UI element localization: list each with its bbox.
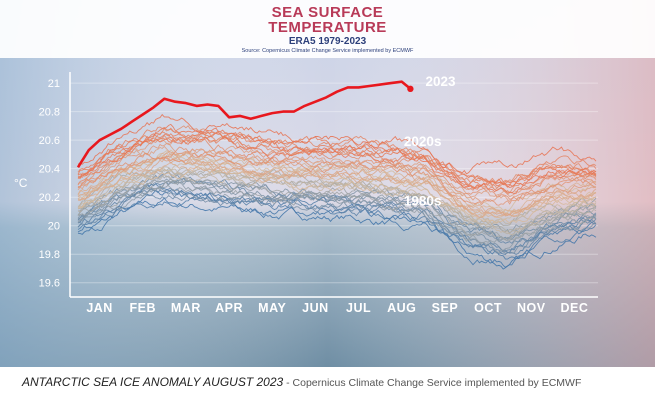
chart-title-line2: TEMPERATURE xyxy=(268,19,387,36)
historical-year-line xyxy=(77,166,597,224)
x-tick-label: JUN xyxy=(302,301,329,315)
y-tick-label: 20.4 xyxy=(39,164,60,176)
y-axis-label: °C xyxy=(14,176,28,190)
x-tick-label: FEB xyxy=(130,301,157,315)
caption-title: ANTARCTIC SEA ICE ANOMALY AUGUST 2023 xyxy=(22,375,284,389)
annotation-2020s: 2020s xyxy=(404,134,442,149)
historical-year-line xyxy=(77,179,597,253)
annotation-2023: 2023 xyxy=(425,74,456,89)
figure-caption: ANTARCTIC SEA ICE ANOMALY AUGUST 2023 - … xyxy=(22,375,652,389)
x-tick-label: APR xyxy=(215,301,243,315)
x-tick-label: AUG xyxy=(387,301,416,315)
historical-year-line xyxy=(77,138,597,204)
historical-year-line xyxy=(77,179,597,244)
historical-year-line xyxy=(77,153,597,212)
y-tick-label: 20.6 xyxy=(39,135,60,147)
historical-year-line xyxy=(77,162,597,224)
y-tick-label: 21 xyxy=(48,78,60,90)
historical-year-line xyxy=(77,187,597,256)
historical-year-line xyxy=(77,123,597,190)
historical-year-line xyxy=(77,192,597,260)
historical-year-line xyxy=(77,174,597,241)
historical-year-line xyxy=(77,150,597,206)
historical-year-line xyxy=(77,146,596,202)
x-tick-label: SEP xyxy=(432,301,459,315)
historical-year-line xyxy=(77,113,597,175)
y-tick-label: 19.8 xyxy=(39,249,60,261)
y-tick-label: 20.8 xyxy=(39,107,60,119)
chart-title-line1: SEA SURFACE xyxy=(271,4,384,21)
historical-year-line xyxy=(77,156,597,219)
historical-year-line xyxy=(77,131,597,187)
y-tick-label: 19.6 xyxy=(39,278,60,290)
x-tick-label: JUL xyxy=(346,301,371,315)
plot-area: 19.6 19.8 20 20.2 20.4 20.6 20.8 21 °C JAN FEB MAR A… xyxy=(14,74,597,315)
historical-year-line xyxy=(77,130,597,184)
x-tick-label: NOV xyxy=(517,301,546,315)
historical-year-line xyxy=(78,168,597,236)
caption-source: - Copernicus Climate Change Service impl… xyxy=(283,377,582,389)
ocean-background xyxy=(0,0,655,367)
x-tick-label: MAR xyxy=(171,301,201,315)
x-tick-label: MAY xyxy=(258,301,286,315)
chart-subtitle: ERA5 1979-2023 xyxy=(288,36,367,47)
y-tick-label: 20 xyxy=(48,221,60,233)
historical-year-line xyxy=(78,166,597,227)
series-2023-line xyxy=(76,80,412,168)
x-tick-label: DEC xyxy=(560,301,588,315)
series-2023-endpoint xyxy=(407,85,414,93)
x-tick-label: JAN xyxy=(86,301,113,315)
y-tick-label: 20.2 xyxy=(39,192,60,204)
chart-figure: SEA SURFACE TEMPERATURE ERA5 1979-2023 S… xyxy=(0,0,655,367)
annotation-1980s: 1980s xyxy=(404,194,442,209)
historical-year-line xyxy=(77,190,597,254)
historical-year-line xyxy=(77,126,597,187)
historical-year-line xyxy=(77,156,597,218)
historical-year-line xyxy=(77,184,596,254)
historical-year-line xyxy=(77,135,597,194)
x-tick-label: OCT xyxy=(474,301,502,315)
historical-year-line xyxy=(77,149,597,216)
chart-source: Source: Copernicus Climate Change Servic… xyxy=(241,48,414,54)
